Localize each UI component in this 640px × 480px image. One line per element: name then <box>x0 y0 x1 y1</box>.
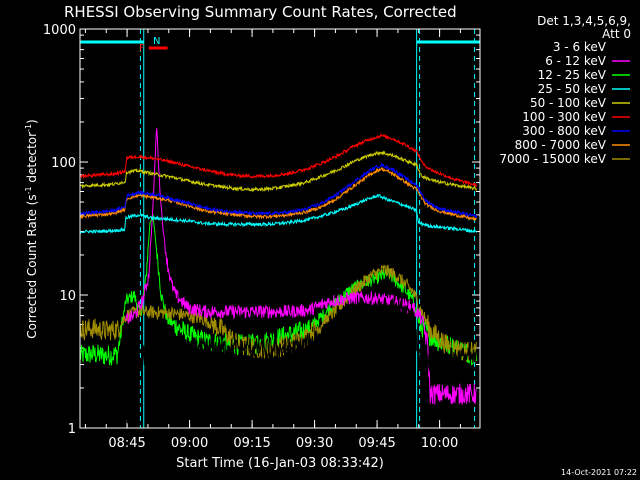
series-lines <box>79 128 477 424</box>
plot-frame <box>79 28 481 429</box>
x-tick-label: 09:45 <box>358 436 395 451</box>
series-line-2 <box>79 214 477 366</box>
y-axis-label: Corrected Count Rate (s-1 detector-1) <box>24 119 39 338</box>
legend-label: 25 - 50 keV <box>538 82 607 96</box>
night-label: N <box>153 36 160 47</box>
legend-label: 7000 - 15000 keV <box>499 152 606 166</box>
chart-title: RHESSI Observing Summary Count Rates, Co… <box>64 3 457 21</box>
axis-ticks: 08:45 09:00 09:15 09:30 09:45 10:00 1 10 100 1000 <box>43 23 480 451</box>
x-tick-label: 08:45 <box>108 436 145 451</box>
legend-header-attenuator: Att 0 <box>602 27 631 41</box>
x-axis-label: Start Time (16-Jan-03 08:33:42) <box>176 456 384 471</box>
legend-label: 300 - 800 keV <box>522 124 606 138</box>
flare-label: F <box>139 43 145 54</box>
series-line-7 <box>79 167 477 221</box>
x-tick-label: 09:15 <box>233 436 270 451</box>
y-tick-label: 1000 <box>43 23 76 38</box>
generation-timestamp: 14-Oct-2021 07:22 <box>561 468 637 477</box>
series-line-4 <box>79 150 477 193</box>
observing-flags <box>80 29 480 428</box>
y-tick-label: 10 <box>59 289 76 304</box>
x-tick-label: 09:00 <box>171 436 208 451</box>
legend-label: 6 - 12 keV <box>545 54 607 68</box>
series-line-5 <box>79 132 477 189</box>
x-tick-label: 09:30 <box>296 436 333 451</box>
series-line-0 <box>125 298 477 424</box>
y-tick-label: 100 <box>51 156 76 171</box>
legend-label: 12 - 25 keV <box>538 68 607 82</box>
series-line-1 <box>125 128 477 405</box>
legend-label: 100 - 300 keV <box>522 110 606 124</box>
legend-label: 50 - 100 keV <box>530 96 607 110</box>
series-line-6 <box>79 162 477 218</box>
series-line-3 <box>79 193 477 235</box>
legend-label: 800 - 7000 keV <box>515 138 607 152</box>
legend-label: 3 - 6 keV <box>553 40 607 54</box>
x-tick-label: 10:00 <box>421 436 458 451</box>
y-tick-label: 1 <box>68 422 76 437</box>
legend-header-detectors: Det 1,3,4,5,6,9, <box>537 14 631 28</box>
